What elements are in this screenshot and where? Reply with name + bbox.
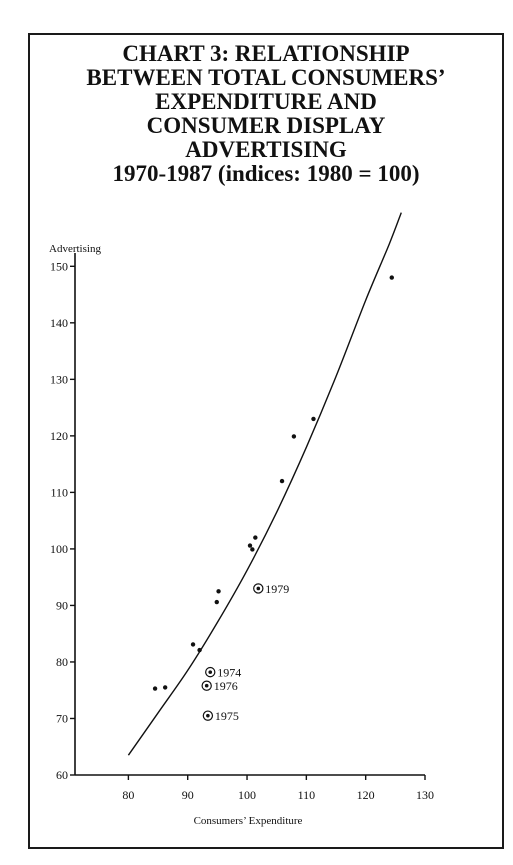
y-tick-label: 60 <box>56 768 68 782</box>
y-tick-label: 130 <box>50 372 68 386</box>
annotated-point <box>256 586 261 591</box>
y-tick-label: 70 <box>56 711 68 725</box>
data-point <box>253 535 258 540</box>
y-tick-label: 120 <box>50 429 68 443</box>
title-line-5: ADVERTISING <box>185 137 347 162</box>
data-point <box>311 416 316 422</box>
y-tick-label: 150 <box>50 259 68 273</box>
data-point <box>190 642 196 647</box>
annotated-point <box>208 670 213 674</box>
y-axis-label: Advertising <box>49 243 101 255</box>
y-tick-label: 140 <box>50 316 68 330</box>
title-line-2: BETWEEN TOTAL CONSUMERS’ <box>86 65 446 90</box>
y-tick-label: 90 <box>56 598 68 612</box>
annotated-point-ring <box>201 680 212 691</box>
data-point <box>162 685 168 690</box>
x-ticks: 80 90 100 110 120 130 <box>122 775 434 802</box>
y-ticks: 60 70 80 90 100 110 120 130 140 150 <box>50 259 75 782</box>
data-points <box>152 275 394 691</box>
x-tick-label: 130 <box>416 788 434 802</box>
x-axis-label: Consumers’ Expenditure <box>194 815 303 827</box>
data-point <box>152 686 158 691</box>
data-point <box>250 547 255 552</box>
title-line-6: 1970-1987 (indices: 1980 = 100) <box>112 161 420 186</box>
annotated-point-ring <box>202 710 214 721</box>
data-point <box>247 543 253 548</box>
data-point <box>214 599 219 605</box>
title-line-1: CHART 3: RELATIONSHIP <box>122 41 410 66</box>
y-tick-label: 100 <box>50 542 68 556</box>
x-tick-label: 80 <box>122 788 134 802</box>
annotated-point <box>206 713 210 718</box>
point-annotation: 1976 <box>214 679 238 693</box>
x-tick-label: 110 <box>298 788 316 802</box>
data-point <box>216 589 221 594</box>
annotated-point-ring <box>253 583 264 594</box>
title-line-4: CONSUMER DISPLAY <box>146 113 386 138</box>
y-tick-label: 110 <box>50 485 68 499</box>
data-point <box>389 275 394 280</box>
data-point <box>291 434 297 439</box>
chart-title: CHART 3: RELATIONSHIP BETWEEN TOTAL CONS… <box>28 42 504 186</box>
x-tick-label: 100 <box>238 788 256 802</box>
x-tick-label: 120 <box>357 788 375 802</box>
annotated-point <box>204 683 209 688</box>
data-point <box>279 478 285 484</box>
x-tick-label: 90 <box>182 788 194 802</box>
point-annotation: 1974 <box>217 666 241 680</box>
point-annotation: 1975 <box>215 709 239 723</box>
title-line-3: EXPENDITURE AND <box>155 89 377 114</box>
data-point <box>197 647 202 653</box>
trend-curve <box>127 212 402 756</box>
point-annotation: 1979 <box>265 582 289 596</box>
annotated-point-ring <box>205 666 216 678</box>
y-tick-label: 80 <box>56 655 68 669</box>
chart-frame <box>28 33 504 849</box>
